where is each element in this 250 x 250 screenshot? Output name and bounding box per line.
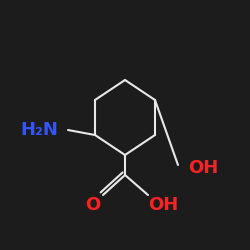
Text: H₂N: H₂N [20,121,58,139]
Text: O: O [86,196,100,214]
Text: OH: OH [188,159,218,177]
Text: OH: OH [148,196,178,214]
